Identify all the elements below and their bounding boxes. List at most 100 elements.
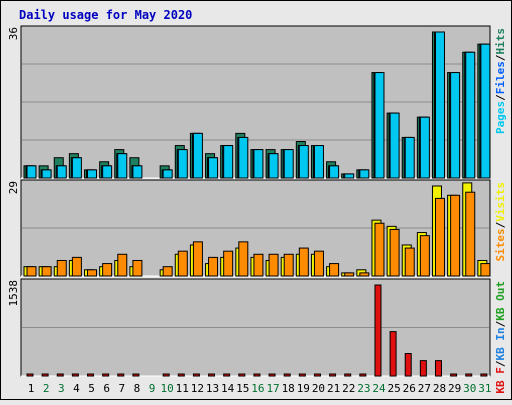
bar-kb-f-day-19 xyxy=(298,373,306,377)
x-tick-day-31: 31 xyxy=(478,382,491,395)
y-max-label: 36 xyxy=(7,27,20,40)
bar-sites-day-29 xyxy=(450,194,461,277)
legend-entry: / xyxy=(494,54,507,61)
bar-pages-day-2 xyxy=(41,169,52,179)
x-tick-day-29: 29 xyxy=(448,382,461,395)
y-max-label: 1538 xyxy=(7,280,20,307)
legend-entry: KB F xyxy=(494,367,507,394)
bar-sites-day-10 xyxy=(162,266,173,277)
bar-pages-day-4 xyxy=(71,157,82,179)
bar-pages-day-13 xyxy=(208,157,219,179)
bar-sites-day-1 xyxy=(26,266,37,277)
legend-entry: / xyxy=(494,360,507,367)
bar-sites-day-23 xyxy=(359,272,370,277)
bar-pages-day-8 xyxy=(132,165,143,179)
bar-sites-day-3 xyxy=(56,259,67,277)
x-tick-day-26: 26 xyxy=(403,382,416,395)
bar-sites-day-26 xyxy=(404,247,415,277)
bar-kb-f-day-22 xyxy=(344,373,352,377)
bar-pages-day-23 xyxy=(359,169,370,179)
bar-pages-day-19 xyxy=(298,145,309,179)
x-tick-day-9: 9 xyxy=(149,382,156,395)
x-tick-day-22: 22 xyxy=(342,382,355,395)
x-tick-day-30: 30 xyxy=(463,382,476,395)
bar-pages-day-31 xyxy=(480,43,491,179)
bar-kb-f-day-21 xyxy=(329,373,337,377)
x-tick-day-13: 13 xyxy=(206,382,219,395)
bar-kb-f-day-4 xyxy=(71,373,79,377)
bar-sites-day-25 xyxy=(389,228,400,277)
bar-pages-day-22 xyxy=(344,173,355,179)
bar-kb-f-day-29 xyxy=(450,373,458,377)
bar-sites-day-6 xyxy=(102,263,113,277)
bar-sites-day-30 xyxy=(465,191,476,277)
bar-pages-day-27 xyxy=(419,116,430,179)
panel-sites-visits: 29 Sites/Visits xyxy=(7,179,507,277)
panel-kb-traffic: 1538 KB F/KB In/KB Out xyxy=(7,278,507,394)
bar-pages-day-21 xyxy=(329,165,340,179)
bar-sites-day-4 xyxy=(71,256,82,277)
legend-entry: Pages xyxy=(494,101,507,134)
bar-kb-f-day-16 xyxy=(253,373,261,377)
bar-kb-f-day-31 xyxy=(480,373,488,377)
bar-pages-day-5 xyxy=(87,169,98,179)
x-tick-day-10: 10 xyxy=(161,382,174,395)
bar-kb-f-day-17 xyxy=(268,373,276,377)
bar-pages-day-11 xyxy=(177,149,188,179)
x-tick-day-18: 18 xyxy=(282,382,295,395)
bar-pages-day-28 xyxy=(434,31,445,179)
bar-kb-f-day-3 xyxy=(56,373,64,377)
bar-kb-f-day-11 xyxy=(177,373,185,377)
x-tick-day-27: 27 xyxy=(418,382,431,395)
x-tick-day-28: 28 xyxy=(433,382,446,395)
y-max-label: 29 xyxy=(7,181,20,194)
bar-sites-day-13 xyxy=(208,256,219,277)
x-tick-day-12: 12 xyxy=(191,382,204,395)
bar-pages-day-30 xyxy=(465,51,476,179)
bar-pages-day-29 xyxy=(450,72,461,179)
x-tick-day-4: 4 xyxy=(73,382,80,395)
legend-entry: / xyxy=(494,94,507,101)
legend-entry: Hits xyxy=(494,28,507,55)
bar-pages-day-20 xyxy=(313,145,324,179)
legend-middle: Sites/Visits xyxy=(494,182,507,262)
legend-entry: / xyxy=(494,221,507,228)
legend-bottom: KB F/KB In/KB Out xyxy=(494,281,507,394)
bar-kb-f-day-7 xyxy=(117,373,125,377)
x-tick-day-20: 20 xyxy=(312,382,325,395)
bar-kb-f-day-30 xyxy=(465,373,473,377)
bar-sites-day-20 xyxy=(313,250,324,277)
x-tick-day-8: 8 xyxy=(134,382,141,395)
bar-kb-f-day-14 xyxy=(223,373,231,377)
bar-kb-f-day-25 xyxy=(389,331,397,377)
bar-sites-day-14 xyxy=(223,250,234,277)
bar-sites-day-27 xyxy=(419,235,430,277)
bar-pages-day-16 xyxy=(253,149,264,179)
bar-sites-day-18 xyxy=(283,253,294,277)
bar-pages-day-26 xyxy=(404,136,415,179)
bar-sites-day-5 xyxy=(87,269,98,277)
x-tick-day-25: 25 xyxy=(387,382,400,395)
chart-title: Daily usage for May 2020 xyxy=(19,8,192,22)
bar-kb-f-day-5 xyxy=(87,373,95,377)
bar-kb-f-day-27 xyxy=(419,360,427,377)
x-tick-day-11: 11 xyxy=(176,382,189,395)
bar-pages-day-17 xyxy=(268,153,279,179)
x-tick-day-5: 5 xyxy=(88,382,95,395)
legend-entry: KB In xyxy=(494,327,507,360)
x-tick-day-16: 16 xyxy=(251,382,264,395)
x-tick-day-7: 7 xyxy=(118,382,125,395)
legend-entry: Files xyxy=(494,61,507,94)
bar-kb-f-day-13 xyxy=(208,373,216,377)
bar-sites-day-15 xyxy=(238,241,249,277)
bar-kb-f-day-1 xyxy=(26,373,34,377)
bar-pages-day-14 xyxy=(223,145,234,179)
x-axis-day-labels: 1 2 3 4 5 6 7 8 9 10 11 12 13 14 15 16 17 18 19 20 21 22 23 24 2… xyxy=(28,382,492,395)
x-tick-day-24: 24 xyxy=(372,382,386,395)
legend-entry: Visits xyxy=(494,182,507,222)
legend-entry: Sites xyxy=(494,228,507,261)
bar-kb-f-day-23 xyxy=(359,373,367,377)
